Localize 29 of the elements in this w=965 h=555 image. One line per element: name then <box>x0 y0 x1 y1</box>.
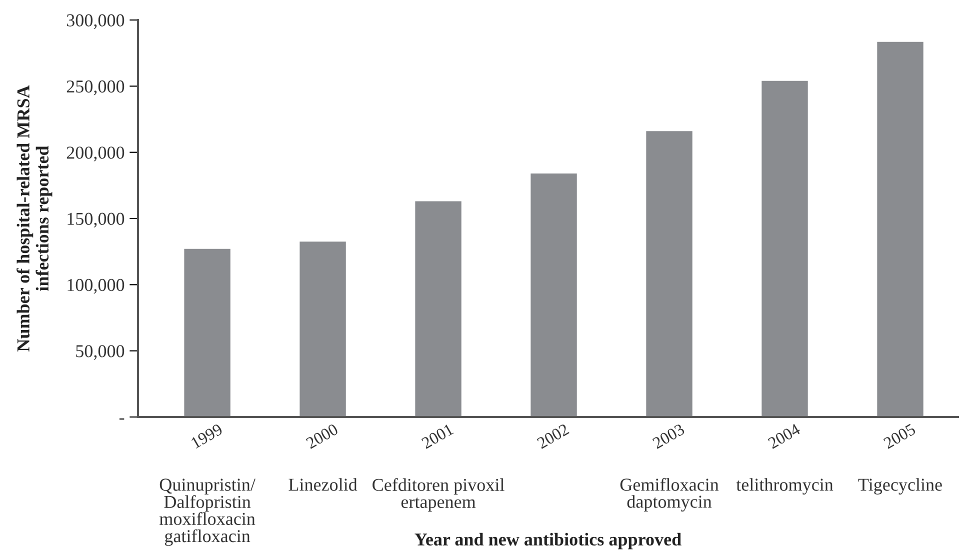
bar <box>877 42 924 417</box>
y-tick-label: 150,000 <box>68 212 124 228</box>
bar <box>762 80 808 417</box>
y-tick-label: 200,000 <box>66 146 124 162</box>
bar <box>184 248 230 417</box>
x-tick-label: 2003 <box>652 423 686 450</box>
bar <box>300 242 346 417</box>
text: Gemifloxacin daptomycin <box>620 478 719 512</box>
x-tick-label: 1999 <box>190 423 224 449</box>
x-tick-label: 2004 <box>767 423 802 450</box>
text: Linezolid <box>288 478 358 491</box>
y-tick-label: 100,000 <box>68 278 124 294</box>
y-tick-label: 300,000 <box>66 14 124 30</box>
x-tick-label: 2001 <box>420 423 454 450</box>
bar <box>646 131 692 417</box>
text: telithromycin <box>736 478 834 495</box>
y-axis-title: Number of hospital-related MRSA infections reported <box>16 85 52 352</box>
y-tick-label: 250,000 <box>66 80 124 96</box>
x-tick-label: 2002 <box>536 423 570 450</box>
text: Cefditoren pivoxil ertapenem <box>372 478 504 512</box>
y-tick-label: 50,000 <box>76 345 124 360</box>
x-tick-label: 2000 <box>305 423 339 450</box>
x-axis-title: Year and new antibiotics approved <box>414 532 682 550</box>
bar <box>530 174 577 417</box>
text: Tigecycline <box>858 478 942 495</box>
x-tick-label: 2005 <box>882 423 916 450</box>
bar <box>415 201 462 417</box>
y-tick-label: - <box>119 418 124 420</box>
text: Quinupristin/ Dalfopristin moxifloxacin gatifloxacin <box>160 478 256 546</box>
